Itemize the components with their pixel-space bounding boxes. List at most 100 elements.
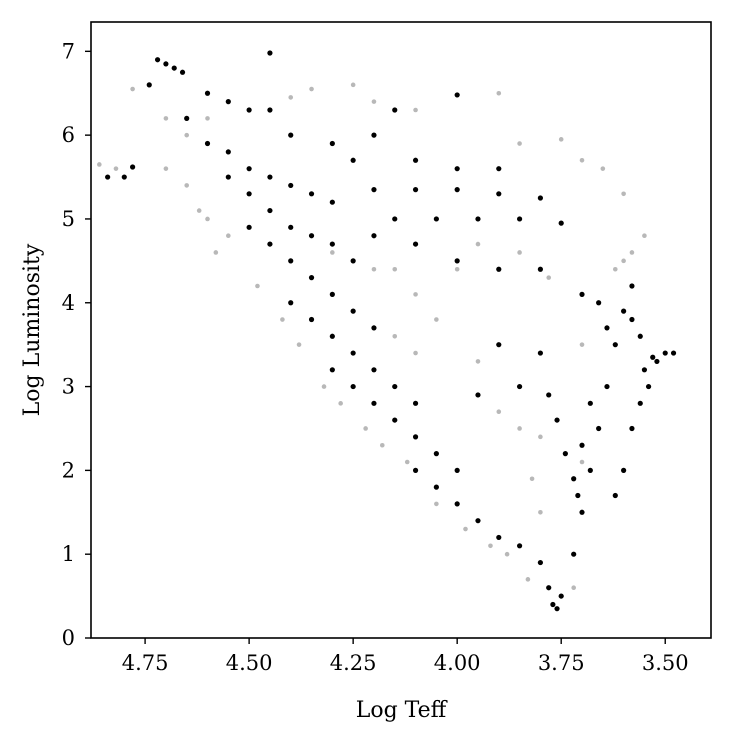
scatter-point-light-28	[579, 459, 585, 465]
y-tick-label-2: 2	[62, 458, 75, 482]
scatter-point-light-19	[454, 266, 460, 272]
scatter-point-light-26	[517, 426, 522, 431]
y-axis-label: Log Luminosity	[20, 243, 45, 416]
scatter-point-dark-68	[654, 358, 660, 365]
scatter-point-dark-115	[629, 316, 635, 323]
scatter-point-light-23	[413, 350, 418, 356]
scatter-point-light-0	[97, 162, 102, 167]
scatter-point-dark-18	[308, 191, 315, 197]
scatter-point-dark-96	[516, 383, 523, 390]
scatter-point-dark-81	[496, 191, 502, 197]
scatter-point-dark-48	[412, 467, 419, 473]
scatter-point-dark-10	[121, 174, 127, 180]
scatter-point-dark-11	[130, 164, 136, 170]
scatter-point-dark-39	[392, 383, 398, 390]
scatter-point-dark-1	[154, 57, 161, 63]
scatter-point-light-16	[621, 191, 626, 197]
scatter-point-light-29	[529, 476, 535, 482]
scatter-point-dark-32	[350, 308, 356, 314]
scatter-point-light-55	[571, 585, 576, 591]
scatter-point-dark-54	[537, 559, 543, 566]
scatter-point-light-9	[371, 99, 377, 104]
scatter-point-dark-74	[645, 383, 652, 390]
scatter-point-light-48	[379, 442, 385, 448]
scatter-point-dark-41	[329, 367, 335, 373]
scatter-point-dark-104	[329, 140, 335, 147]
scatter-point-light-52	[488, 543, 493, 549]
scatter-point-dark-30	[308, 275, 315, 281]
scatter-point-dark-29	[288, 258, 294, 264]
scatter-point-dark-57	[554, 606, 560, 612]
y-tick-label-4: 4	[62, 291, 75, 315]
scatter-point-dark-78	[371, 187, 377, 193]
scatter-point-dark-5	[146, 82, 152, 88]
scatter-point-dark-42	[350, 383, 356, 390]
scatter-point-dark-49	[433, 484, 439, 490]
scatter-point-dark-86	[516, 216, 523, 222]
scatter-point-dark-60	[579, 509, 585, 515]
scatter-point-dark-66	[629, 283, 635, 289]
scatter-point-dark-107	[267, 107, 273, 113]
scatter-point-dark-109	[554, 417, 560, 423]
scatter-point-light-40	[196, 208, 202, 213]
scatter-point-dark-98	[454, 92, 460, 98]
scatter-point-dark-47	[454, 467, 460, 473]
scatter-point-light-56	[475, 241, 481, 247]
scatter-point-light-37	[226, 233, 231, 239]
scatter-point-dark-28	[267, 241, 273, 247]
points-layer-light	[97, 82, 647, 591]
scatter-point-light-8	[350, 82, 356, 88]
scatter-point-dark-84	[433, 216, 439, 222]
scatter-point-dark-101	[412, 157, 419, 163]
scatter-point-dark-80	[454, 187, 460, 193]
scatter-point-dark-82	[537, 195, 543, 201]
scatter-point-dark-67	[641, 367, 648, 373]
scatter-point-light-33	[392, 266, 398, 272]
scatter-point-light-22	[392, 333, 398, 339]
scatter-point-dark-36	[329, 333, 335, 339]
scatter-point-dark-95	[537, 350, 543, 356]
y-tick-label-6: 6	[62, 123, 75, 147]
scatter-point-light-58	[546, 275, 552, 280]
scatter-point-dark-103	[496, 166, 502, 172]
scatter-point-dark-35	[308, 316, 315, 323]
scatter-point-light-54	[525, 577, 531, 582]
scatter-point-light-41	[213, 250, 219, 255]
scatter-point-dark-56	[550, 601, 556, 608]
scatter-point-dark-108	[546, 392, 552, 398]
scatter-point-light-31	[330, 250, 335, 255]
scatter-point-dark-8	[246, 107, 252, 113]
scatter-point-dark-94	[496, 342, 502, 348]
scatter-point-dark-111	[571, 476, 577, 482]
scatter-point-light-34	[621, 258, 626, 264]
scatter-point-dark-37	[350, 350, 356, 356]
scatter-point-dark-3	[267, 50, 273, 56]
scatter-point-dark-20	[225, 174, 231, 180]
scatter-point-dark-26	[350, 258, 356, 264]
scatter-point-light-39	[163, 166, 169, 171]
scatter-point-dark-24	[308, 233, 315, 239]
scatter-point-dark-53	[516, 543, 523, 549]
scatter-point-dark-77	[587, 400, 593, 406]
scatter-point-dark-25	[329, 241, 335, 247]
x-tick-label-2: 4.25	[330, 651, 377, 675]
scatter-point-light-51	[463, 526, 468, 532]
scatter-point-dark-69	[662, 350, 668, 356]
scatter-point-dark-7	[225, 99, 231, 105]
scatter-point-dark-17	[288, 182, 294, 189]
scatter-point-dark-117	[650, 354, 656, 360]
scatter-point-dark-76	[579, 442, 585, 448]
x-tick-label-4: 3.75	[538, 651, 585, 675]
scatter-point-dark-52	[496, 534, 502, 541]
scatter-point-light-49	[404, 459, 410, 465]
y-axis-ticks: 0 1 2 3 4 5 6 7	[62, 39, 91, 650]
points-layer-dark	[105, 50, 677, 612]
scatter-point-dark-2	[171, 65, 177, 71]
scatter-point-dark-62	[596, 425, 602, 432]
scatter-point-dark-114	[604, 325, 610, 331]
scatter-point-dark-12	[184, 115, 190, 121]
scatter-point-dark-6	[204, 90, 211, 96]
scatter-point-dark-44	[392, 417, 398, 423]
scatter-point-dark-61	[587, 467, 593, 473]
